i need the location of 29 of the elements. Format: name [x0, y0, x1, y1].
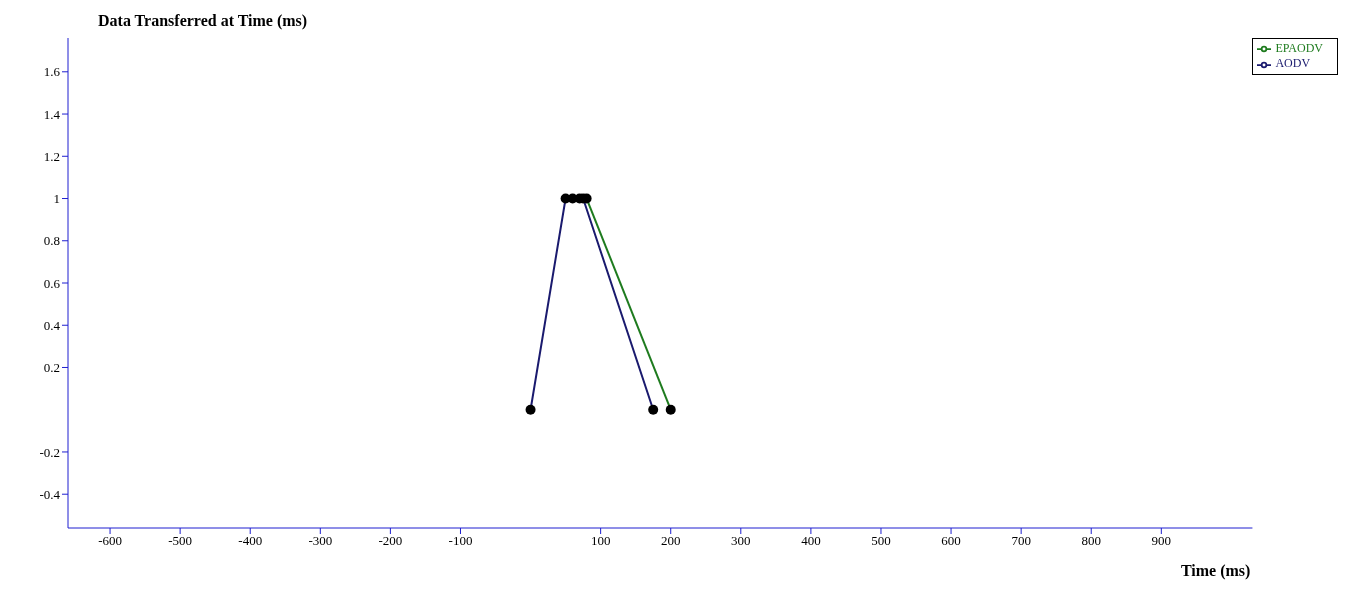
legend-label: AODV — [1275, 56, 1311, 71]
x-tick-label: -500 — [168, 533, 193, 549]
y-tick-label: 0.2 — [43, 360, 60, 376]
x-tick-label: 800 — [1081, 533, 1101, 549]
x-axis-title: Time (ms) — [1180, 562, 1251, 580]
x-tick-label: 600 — [941, 533, 961, 549]
legend-label: EPAODV — [1275, 41, 1323, 55]
x-tick-label: 400 — [801, 533, 821, 549]
x-tick-label: 200 — [660, 533, 681, 549]
y-tick-label: 1.2 — [43, 148, 60, 164]
y-tick-label: -0.2 — [39, 444, 60, 460]
y-tick-label: -0.4 — [39, 486, 61, 502]
x-tick-label: 100 — [590, 533, 611, 549]
x-tick-label: 300 — [731, 533, 751, 549]
y-tick-label: 1 — [53, 191, 60, 207]
y-axis-title: Data Transferred at Time (ms) — [98, 12, 308, 30]
x-tick-label: 900 — [1151, 533, 1172, 549]
x-tick-label: -300 — [308, 533, 333, 549]
x-tick-label: 700 — [1011, 533, 1031, 549]
y-tick-label: 0.6 — [43, 275, 61, 291]
y-tick-label: 1.6 — [43, 64, 61, 80]
y-tick-label: 1.4 — [43, 106, 61, 122]
x-tick-label: -100 — [448, 533, 473, 549]
x-tick-label: -400 — [238, 533, 263, 549]
x-tick-label: -600 — [98, 533, 122, 549]
y-tick-label: 0.8 — [43, 233, 60, 249]
x-tick-label: 500 — [871, 533, 891, 549]
y-tick-label: 0.4 — [43, 317, 61, 333]
x-tick-label: -200 — [378, 533, 403, 549]
